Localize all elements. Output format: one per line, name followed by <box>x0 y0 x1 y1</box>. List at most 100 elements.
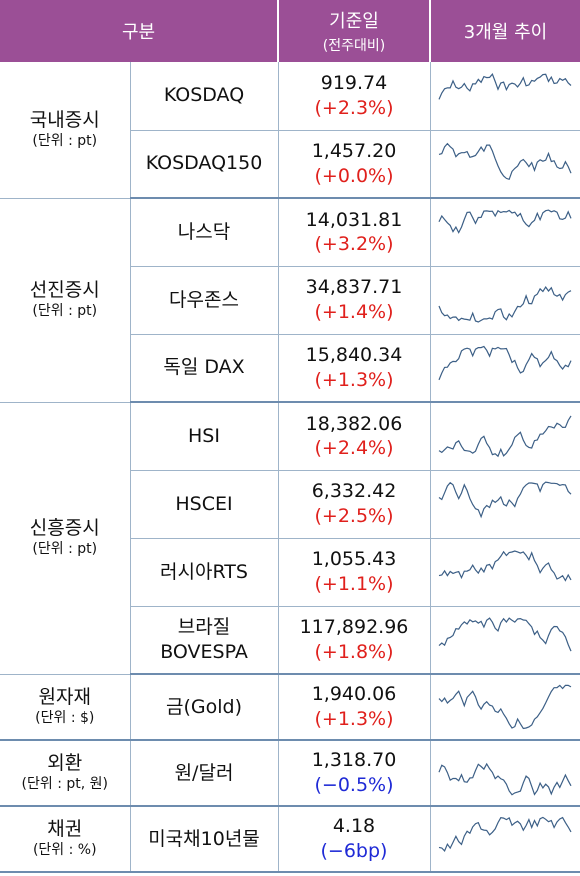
trend-cell <box>430 806 580 873</box>
index-name: KOSDAQ <box>130 62 279 131</box>
sparkline-chart-icon <box>438 616 572 652</box>
value-cell: 1,318.70 (−0.5%) <box>278 740 431 807</box>
sparkline-chart-icon <box>438 286 572 323</box>
weekly-change: (+3.2%) <box>314 233 394 256</box>
value-cell: 1,457.20 (+0.0%) <box>278 130 431 199</box>
sparkline-chart-icon <box>438 684 572 730</box>
sparkline-chart-icon <box>439 142 572 180</box>
value-cell: 15,840.34 (+1.3%) <box>278 334 431 403</box>
weekly-change: (+1.3%) <box>314 708 394 730</box>
index-value: 14,031.81 <box>305 208 403 231</box>
sparkline-line <box>439 816 572 852</box>
index-value: 1,318.70 <box>311 749 397 772</box>
sparkline-line <box>438 762 572 796</box>
category-name: 외환 <box>47 752 83 775</box>
trend-cell <box>430 402 580 471</box>
category-cell: 선진증시 (단위 : pt) <box>0 198 131 403</box>
index-value: 117,892.96 <box>299 616 409 639</box>
index-name: 브라질 BOVESPA <box>130 606 279 675</box>
index-value: 4.18 <box>332 815 376 838</box>
sparkline-line <box>438 209 572 235</box>
sparkline-line <box>438 72 572 100</box>
index-value: 18,382.06 <box>305 412 403 435</box>
category-unit: (단위 : pt) <box>32 132 98 149</box>
value-cell: 4.18 (−6bp) <box>278 806 431 873</box>
category-name: 채권 <box>47 818 83 841</box>
category-name: 신흥증시 <box>29 517 100 540</box>
sparkline-chart-icon <box>438 345 572 380</box>
weekly-change: (+0.0%) <box>314 164 394 187</box>
category-cell: 신흥증시 (단위 : pt) <box>0 402 131 675</box>
weekly-change: (+1.1%) <box>314 573 394 595</box>
sparkline-line <box>439 142 572 180</box>
category-unit: (단위 : pt) <box>32 303 98 320</box>
index-name: 러시아RTS <box>130 538 279 607</box>
category-cell: 채권 (단위 : %) <box>0 806 131 873</box>
value-cell: 18,382.06 (+2.4%) <box>278 402 431 471</box>
sparkline-line <box>438 415 572 458</box>
trend-cell <box>430 130 580 199</box>
weekly-change: (+2.5%) <box>314 505 394 527</box>
value-cell: 1,940.06 (+1.3%) <box>278 674 431 741</box>
table-row: 신흥증시 (단위 : pt) HSI 18,382.06 (+2.4%) <box>0 402 580 675</box>
header-trend: 3개월 추이 <box>429 0 580 62</box>
category-name: 선진증시 <box>29 279 100 302</box>
index-name: 미국채10년물 <box>130 806 279 873</box>
table-row: 선진증시 (단위 : pt) 나스닥 14,031.81 (+3.2%) <box>0 198 580 403</box>
table-row: KOSDAQ150 1,457.20 (+0.0%) <box>0 130 580 199</box>
sparkline-line <box>439 550 572 582</box>
table-row: 외환 (단위 : pt, 원) 원/달러 1,318.70 (−0.5%) <box>0 740 580 807</box>
sparkline-chart-icon <box>438 762 572 796</box>
category-name: 국내증시 <box>29 109 100 132</box>
trend-cell <box>430 538 580 607</box>
index-name: 다우존스 <box>130 266 279 335</box>
trend-cell <box>430 606 580 675</box>
value-cell: 14,031.81 (+3.2%) <box>278 198 431 267</box>
weekly-change: (+2.4%) <box>314 437 394 460</box>
index-value: 919.74 <box>320 72 388 95</box>
value-cell: 117,892.96 (+1.8%) <box>278 606 431 675</box>
index-name: 금(Gold) <box>130 674 279 741</box>
table-row: 러시아RTS 1,055.43 (+1.1%) <box>0 538 580 607</box>
trend-cell <box>430 740 580 807</box>
header-base-date: 기준일 (전주대비) <box>277 0 430 62</box>
index-name: 원/달러 <box>130 740 279 807</box>
category-unit: (단위 : $) <box>35 709 95 726</box>
weekly-change: (−6bp) <box>320 840 388 862</box>
trend-cell <box>430 198 580 267</box>
sparkline-line <box>438 481 572 519</box>
weekly-change: (+1.8%) <box>314 640 394 663</box>
table-row: 브라질 BOVESPA 117,892.96 (+1.8%) <box>0 606 580 675</box>
weekly-change: (+2.3%) <box>314 96 394 119</box>
sparkline-line <box>438 684 572 730</box>
index-value: 34,837.71 <box>305 276 403 299</box>
sparkline-chart-icon <box>438 415 572 458</box>
index-value: 1,940.06 <box>311 683 397 706</box>
category-unit: (단위 : pt, 원) <box>21 776 108 793</box>
trend-cell <box>430 266 580 335</box>
weekly-change: (+1.3%) <box>314 368 394 391</box>
category-cell: 외환 (단위 : pt, 원) <box>0 740 131 807</box>
weekly-change: (−0.5%) <box>314 774 394 796</box>
value-cell: 6,332.42 (+2.5%) <box>278 470 431 539</box>
table-row: HSCEI 6,332.42 (+2.5%) <box>0 470 580 539</box>
table-row: 원자재 (단위 : $) 금(Gold) 1,940.06 (+1.3%) <box>0 674 580 741</box>
index-value: 1,457.20 <box>311 140 397 163</box>
header-base-date-label: 기준일 <box>329 11 379 32</box>
index-name: 나스닥 <box>130 198 279 267</box>
sparkline-line <box>438 345 572 380</box>
category-cell: 국내증시 (단위 : pt) <box>0 62 131 199</box>
category-unit: (단위 : %) <box>32 842 97 859</box>
index-value: 15,840.34 <box>305 344 403 367</box>
trend-cell <box>430 470 580 539</box>
table-row: 다우존스 34,837.71 (+1.4%) <box>0 266 580 335</box>
category-name: 원자재 <box>38 686 91 709</box>
header-category: 구분 <box>0 0 278 62</box>
table-body: 국내증시 (단위 : pt) KOSDAQ 919.74 (+2.3%) KOSDAQ15… <box>0 62 580 873</box>
value-cell: 1,055.43 (+1.1%) <box>278 538 431 607</box>
index-name: 독일 DAX <box>130 334 279 403</box>
trend-cell <box>430 334 580 403</box>
index-value: 6,332.42 <box>311 480 397 503</box>
category-unit: (단위 : pt) <box>32 541 98 558</box>
